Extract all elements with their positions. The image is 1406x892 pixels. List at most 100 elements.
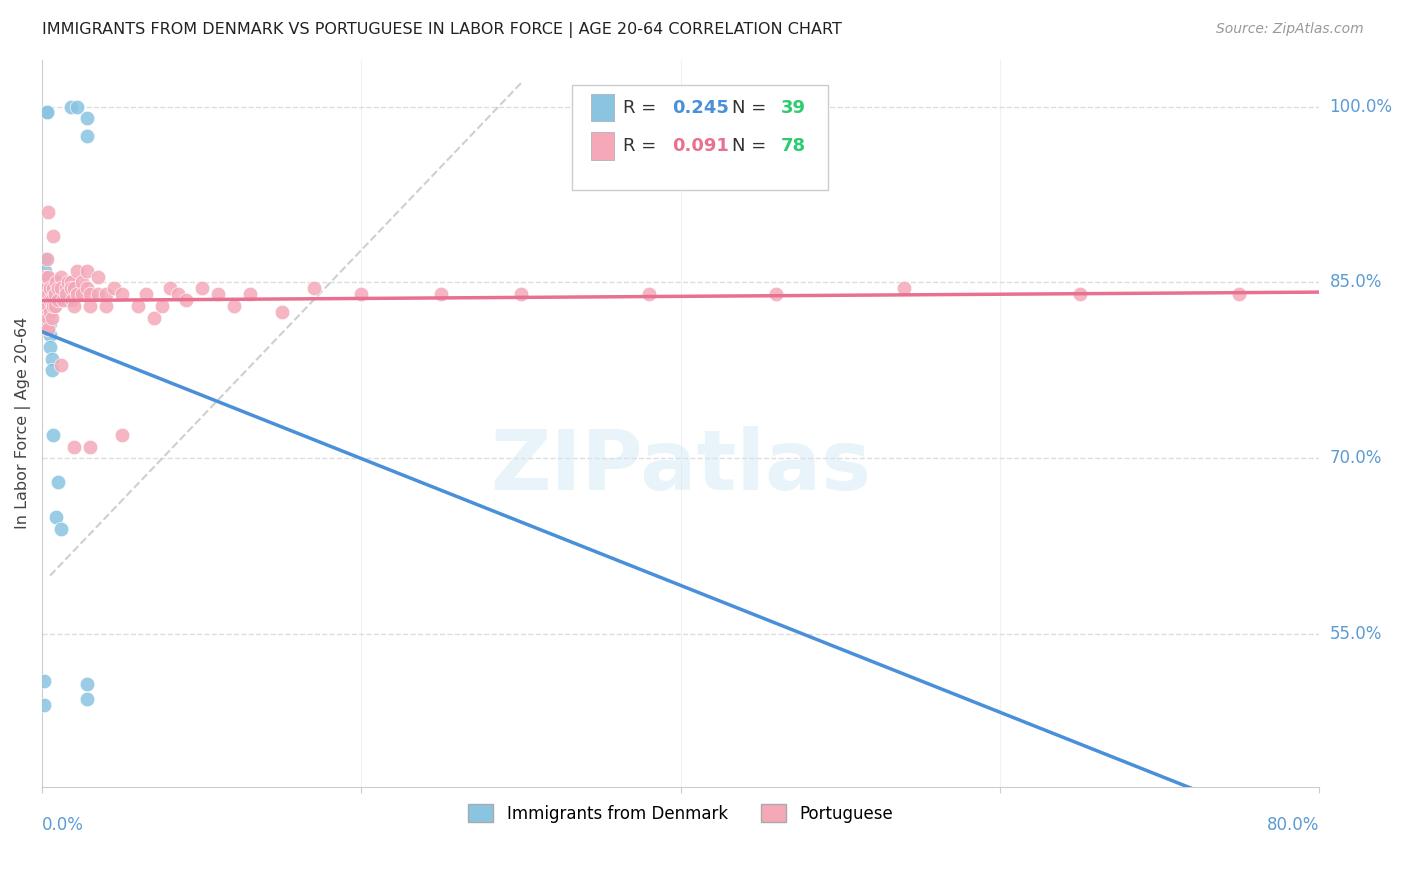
Point <box>302 281 325 295</box>
Point <box>66 263 89 277</box>
Text: Source: ZipAtlas.com: Source: ZipAtlas.com <box>1216 22 1364 37</box>
Point <box>44 287 66 301</box>
Point <box>39 287 62 301</box>
Point <box>63 440 86 454</box>
Point <box>111 428 134 442</box>
Point <box>51 269 73 284</box>
Point <box>45 510 67 524</box>
Point <box>79 299 101 313</box>
Point <box>51 281 73 295</box>
Point <box>35 105 58 120</box>
Point <box>76 128 98 143</box>
Point <box>39 317 62 331</box>
FancyBboxPatch shape <box>592 132 614 160</box>
Point <box>76 112 98 126</box>
Point <box>46 281 69 295</box>
Text: N =: N = <box>731 99 772 117</box>
Point <box>142 310 165 325</box>
Point <box>32 287 55 301</box>
Point <box>35 105 58 120</box>
Point <box>37 293 59 307</box>
Point <box>34 299 56 313</box>
Point <box>55 281 77 295</box>
Y-axis label: In Labor Force | Age 20-64: In Labor Force | Age 20-64 <box>15 317 31 529</box>
Text: 55.0%: 55.0% <box>1330 625 1382 643</box>
Point <box>52 293 75 307</box>
Point <box>37 310 59 325</box>
Point <box>59 276 82 290</box>
Point <box>39 293 62 307</box>
Point <box>79 287 101 301</box>
Point <box>103 281 125 295</box>
Point <box>42 428 65 442</box>
Point <box>51 522 73 536</box>
Point <box>39 328 62 343</box>
Point <box>32 674 55 689</box>
Point <box>239 287 262 301</box>
Point <box>135 287 157 301</box>
Point <box>35 293 58 307</box>
Point <box>39 281 62 295</box>
Point <box>41 293 63 307</box>
FancyBboxPatch shape <box>592 94 614 121</box>
Text: 0.091: 0.091 <box>672 137 728 155</box>
Point <box>76 281 98 295</box>
Point <box>37 287 59 301</box>
Point <box>111 287 134 301</box>
Point <box>87 269 110 284</box>
Point <box>37 205 59 219</box>
Point <box>63 299 86 313</box>
Point <box>270 304 292 318</box>
Point <box>150 299 173 313</box>
Text: R =: R = <box>623 137 662 155</box>
Point <box>45 276 67 290</box>
Point <box>46 293 69 307</box>
Text: 39: 39 <box>780 99 806 117</box>
Point <box>62 293 84 307</box>
Point <box>37 317 59 331</box>
Legend: Immigrants from Denmark, Portuguese: Immigrants from Denmark, Portuguese <box>461 797 900 830</box>
Point <box>76 263 98 277</box>
Point <box>44 287 66 301</box>
Point <box>79 440 101 454</box>
Point <box>87 287 110 301</box>
Point <box>46 475 69 489</box>
Point <box>37 287 59 301</box>
Point <box>510 287 533 301</box>
Point <box>41 351 63 366</box>
Text: R =: R = <box>623 99 662 117</box>
Point <box>32 287 55 301</box>
Point <box>42 299 65 313</box>
Text: 0.0%: 0.0% <box>42 816 84 834</box>
Point <box>166 287 188 301</box>
Point <box>127 299 149 313</box>
Point <box>35 269 58 284</box>
Text: ZIPatlas: ZIPatlas <box>491 426 872 508</box>
Point <box>56 293 79 307</box>
Point <box>42 228 65 243</box>
Point <box>37 322 59 336</box>
Point <box>37 310 59 325</box>
Text: IMMIGRANTS FROM DENMARK VS PORTUGUESE IN LABOR FORCE | AGE 20-64 CORRELATION CHA: IMMIGRANTS FROM DENMARK VS PORTUGUESE IN… <box>42 22 842 38</box>
Point <box>94 299 117 313</box>
Text: 0.245: 0.245 <box>672 99 728 117</box>
Point <box>55 287 77 301</box>
Text: 100.0%: 100.0% <box>1330 97 1392 115</box>
Point <box>35 293 58 307</box>
Point <box>94 287 117 301</box>
Point <box>39 340 62 354</box>
Point <box>32 698 55 712</box>
Point <box>174 293 197 307</box>
Point <box>34 269 56 284</box>
Point <box>34 263 56 277</box>
Point <box>41 310 63 325</box>
Point <box>39 304 62 318</box>
Point <box>893 281 915 295</box>
Point <box>765 287 787 301</box>
Point <box>39 304 62 318</box>
Point <box>430 287 453 301</box>
Point <box>34 252 56 266</box>
Point <box>56 276 79 290</box>
Text: 85.0%: 85.0% <box>1330 274 1382 292</box>
Text: 70.0%: 70.0% <box>1330 450 1382 467</box>
